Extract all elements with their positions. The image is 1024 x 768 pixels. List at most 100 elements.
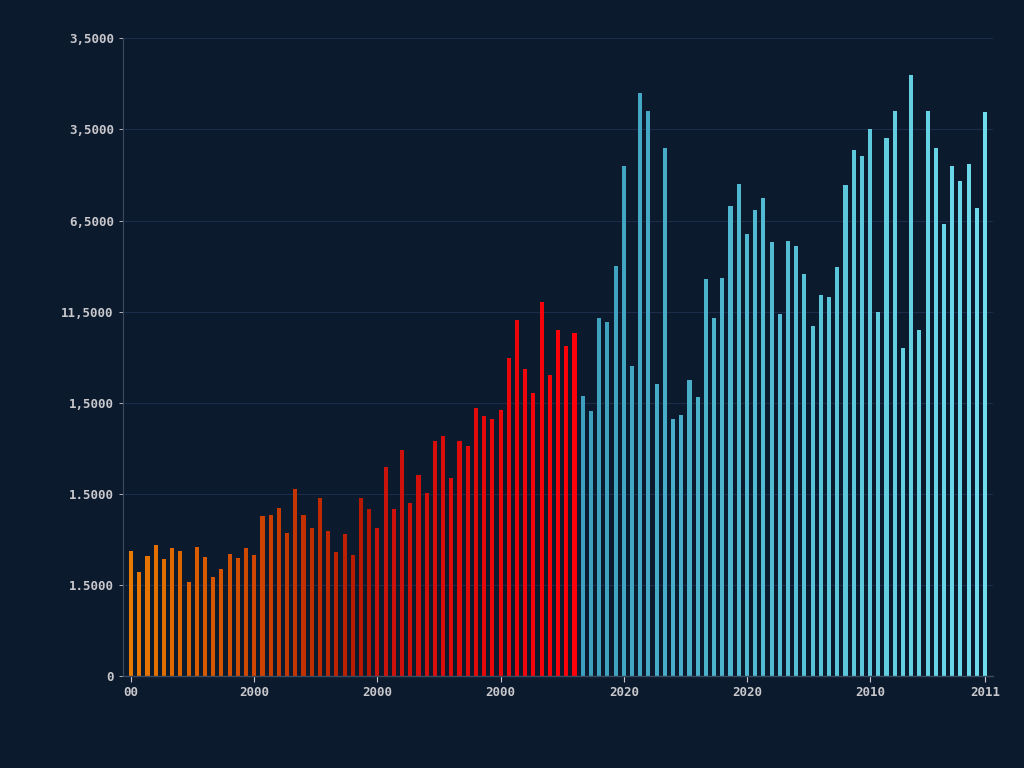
Bar	[474, 409, 478, 676]
Bar	[638, 93, 642, 676]
Bar	[548, 375, 552, 676]
Bar	[720, 278, 724, 676]
Bar	[893, 111, 897, 676]
Bar	[983, 112, 987, 676]
Bar	[433, 441, 437, 676]
Bar	[507, 359, 511, 676]
Bar	[334, 552, 338, 676]
Bar	[860, 157, 864, 676]
Bar	[761, 198, 765, 676]
Bar	[687, 380, 691, 676]
Bar	[844, 184, 848, 676]
Bar	[466, 446, 470, 676]
Bar	[597, 318, 601, 676]
Bar	[819, 295, 823, 676]
Bar	[276, 508, 281, 676]
Bar	[622, 166, 626, 676]
Bar	[744, 234, 749, 676]
Bar	[531, 393, 536, 676]
Bar	[868, 130, 872, 676]
Bar	[728, 206, 732, 676]
Bar	[162, 559, 166, 676]
Bar	[129, 551, 133, 676]
Bar	[926, 111, 930, 676]
Bar	[154, 545, 158, 676]
Bar	[877, 312, 881, 676]
Bar	[359, 498, 364, 676]
Bar	[244, 548, 248, 676]
Bar	[712, 319, 716, 676]
Bar	[589, 411, 593, 676]
Bar	[293, 489, 297, 676]
Bar	[934, 147, 938, 676]
Bar	[950, 166, 954, 676]
Bar	[663, 147, 667, 676]
Bar	[376, 528, 380, 676]
Bar	[695, 397, 699, 676]
Bar	[326, 531, 330, 676]
Bar	[523, 369, 527, 676]
Bar	[450, 478, 454, 676]
Bar	[654, 385, 658, 676]
Bar	[309, 528, 313, 676]
Bar	[499, 410, 503, 676]
Bar	[343, 534, 347, 676]
Bar	[145, 556, 150, 676]
Bar	[556, 329, 560, 676]
Bar	[811, 326, 815, 676]
Bar	[409, 503, 413, 676]
Bar	[178, 551, 182, 676]
Bar	[392, 509, 396, 676]
Bar	[482, 416, 486, 676]
Bar	[260, 516, 264, 676]
Bar	[368, 509, 372, 676]
Bar	[605, 323, 609, 676]
Bar	[227, 554, 231, 676]
Bar	[803, 273, 807, 676]
Bar	[836, 266, 840, 676]
Bar	[425, 493, 429, 676]
Bar	[795, 247, 799, 676]
Bar	[268, 515, 272, 676]
Bar	[285, 533, 289, 676]
Bar	[958, 181, 963, 676]
Bar	[671, 419, 675, 676]
Bar	[351, 555, 355, 676]
Bar	[490, 419, 495, 676]
Bar	[975, 207, 979, 676]
Bar	[885, 138, 889, 676]
Bar	[203, 557, 207, 676]
Bar	[186, 581, 190, 676]
Bar	[564, 346, 568, 676]
Bar	[827, 296, 831, 676]
Bar	[646, 111, 650, 676]
Bar	[301, 515, 305, 676]
Bar	[540, 303, 544, 676]
Bar	[909, 74, 913, 676]
Bar	[400, 450, 404, 676]
Bar	[852, 150, 856, 676]
Bar	[630, 366, 634, 676]
Bar	[441, 436, 445, 676]
Bar	[236, 558, 240, 676]
Bar	[613, 266, 617, 676]
Bar	[417, 475, 421, 676]
Bar	[786, 241, 791, 676]
Bar	[384, 467, 388, 676]
Bar	[515, 320, 519, 676]
Bar	[170, 548, 174, 676]
Bar	[901, 348, 905, 676]
Bar	[967, 164, 971, 676]
Bar	[195, 547, 199, 676]
Bar	[572, 333, 577, 676]
Bar	[211, 577, 215, 676]
Bar	[317, 498, 322, 676]
Bar	[458, 442, 462, 676]
Bar	[918, 329, 922, 676]
Bar	[703, 279, 708, 676]
Bar	[942, 224, 946, 676]
Bar	[753, 210, 757, 676]
Bar	[581, 396, 585, 676]
Bar	[219, 569, 223, 676]
Bar	[769, 242, 773, 676]
